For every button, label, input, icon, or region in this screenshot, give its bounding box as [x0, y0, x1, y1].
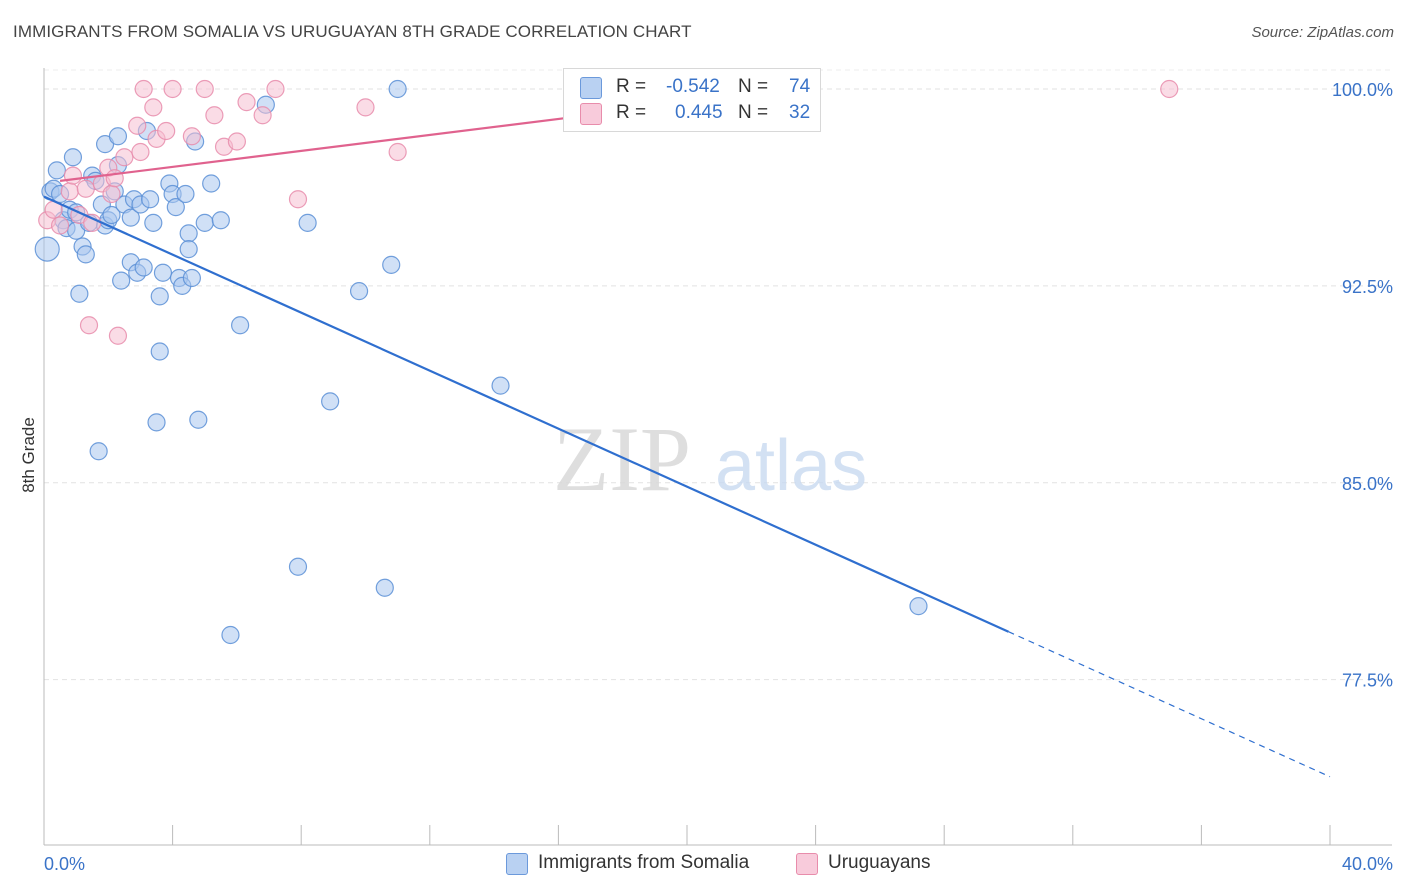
- uruguayan-point: [134, 79, 153, 99]
- somalia-point: [150, 342, 169, 361]
- somalia-point: [102, 205, 121, 225]
- somalia-point: [388, 79, 407, 99]
- x-tick-label-max: 40.0%: [1342, 854, 1393, 874]
- watermark-zip: ZIP: [553, 408, 691, 510]
- legend-r-value-uruguayans: 0.445: [675, 102, 723, 123]
- y-axis-label: 8th Grade: [19, 417, 38, 493]
- somalia-point: [491, 376, 510, 395]
- chart-title: IMMIGRANTS FROM SOMALIA VS URUGUAYAN 8TH…: [13, 22, 692, 41]
- uruguayan-point: [266, 79, 285, 99]
- somalia-point: [63, 148, 83, 167]
- uruguayan-point: [253, 106, 272, 125]
- somalia-point: [108, 127, 128, 146]
- somalia-point: [150, 287, 169, 306]
- uruguayan-point: [144, 98, 163, 117]
- uruguayan-point: [83, 213, 102, 232]
- somalia-point: [288, 557, 308, 576]
- somalia-point: [221, 625, 240, 645]
- uruguayan-point: [237, 93, 256, 112]
- uruguayan-point: [128, 116, 147, 135]
- somalia-point: [202, 174, 221, 193]
- bottom-legend-swatch-uruguayans: [796, 853, 818, 875]
- somalia-point: [195, 213, 214, 232]
- y-tick-label: 85.0%: [1342, 474, 1393, 494]
- uruguayan-point: [102, 184, 121, 204]
- bottom-legend-label-uruguayans: Uruguayans: [828, 852, 931, 873]
- bottom-legend-label-somalia: Immigrants from Somalia: [538, 852, 750, 873]
- uruguayan-point: [388, 142, 407, 162]
- uruguayan-point: [79, 316, 99, 335]
- somalia-point: [211, 211, 230, 230]
- somalia-point: [321, 392, 340, 411]
- y-tick-label: 100.0%: [1332, 80, 1393, 100]
- somalia-trend-line-extension: [1008, 631, 1331, 778]
- uruguayan-point: [50, 216, 70, 235]
- uruguayan-point: [157, 121, 176, 141]
- somalia-point: [140, 190, 160, 209]
- somalia-point: [134, 258, 153, 277]
- legend-n-label: N =: [738, 76, 769, 97]
- somalia-trend-line: [43, 195, 1009, 633]
- somalia-point: [144, 213, 163, 232]
- somalia-point: [298, 213, 317, 232]
- somalia-point: [189, 410, 208, 429]
- uruguayan-point: [163, 79, 182, 99]
- somalia-point: [909, 597, 928, 616]
- somalia-point: [179, 240, 198, 259]
- bottom-legend-swatch-somalia: [506, 853, 528, 875]
- x-tick-label-min: 0.0%: [44, 854, 85, 874]
- watermark-atlas: atlas: [715, 426, 867, 506]
- somalia-point: [176, 184, 195, 204]
- legend-r-value-somalia: -0.542: [666, 76, 720, 97]
- legend-n-label: N =: [738, 102, 769, 123]
- uruguayan-point: [356, 98, 375, 117]
- somalia-point: [121, 208, 140, 227]
- uruguayan-point: [182, 127, 201, 146]
- source-label: Source: ZipAtlas.com: [1251, 24, 1394, 41]
- uruguayan-point: [195, 79, 214, 99]
- legend-n-value-uruguayans: 32: [789, 102, 811, 123]
- somalia-point: [375, 578, 394, 597]
- somalia-point: [231, 316, 250, 335]
- uruguayan-point: [76, 179, 95, 198]
- uruguayan-point: [115, 148, 134, 167]
- somalia-point: [349, 282, 369, 301]
- y-tick-label: 92.5%: [1342, 277, 1393, 297]
- uruguayan-point: [108, 326, 128, 345]
- somalia-point: [112, 271, 131, 290]
- uruguayan-point: [63, 166, 83, 185]
- uruguayan-point: [227, 132, 246, 151]
- somalia-point: [153, 263, 173, 282]
- somalia-point: [179, 224, 198, 243]
- uruguayan-point: [131, 142, 150, 162]
- stats-legend: R = -0.542 N = 74 R = 0.445 N = 32: [563, 68, 821, 132]
- somalia-point: [147, 413, 166, 432]
- somalia-point: [182, 268, 201, 288]
- somalia-point: [47, 161, 66, 180]
- uruguayan-point: [1160, 79, 1179, 99]
- somalia-point: [70, 284, 89, 303]
- uruguayan-point: [288, 190, 308, 209]
- uruguayan-point: [205, 106, 224, 125]
- y-tick-label: 77.5%: [1342, 671, 1393, 691]
- somalia-point: [76, 245, 95, 264]
- somalia-point: [166, 198, 185, 217]
- legend-r-label: R =: [616, 102, 647, 123]
- somalia-point: [89, 442, 108, 461]
- legend-swatch-uruguayans: [580, 103, 602, 125]
- legend-n-value-somalia: 74: [789, 76, 811, 97]
- legend-swatch-somalia: [580, 77, 602, 99]
- somalia-point: [34, 236, 60, 262]
- legend-r-label: R =: [616, 76, 647, 97]
- uruguayan-point: [60, 182, 79, 201]
- somalia-point: [382, 255, 401, 274]
